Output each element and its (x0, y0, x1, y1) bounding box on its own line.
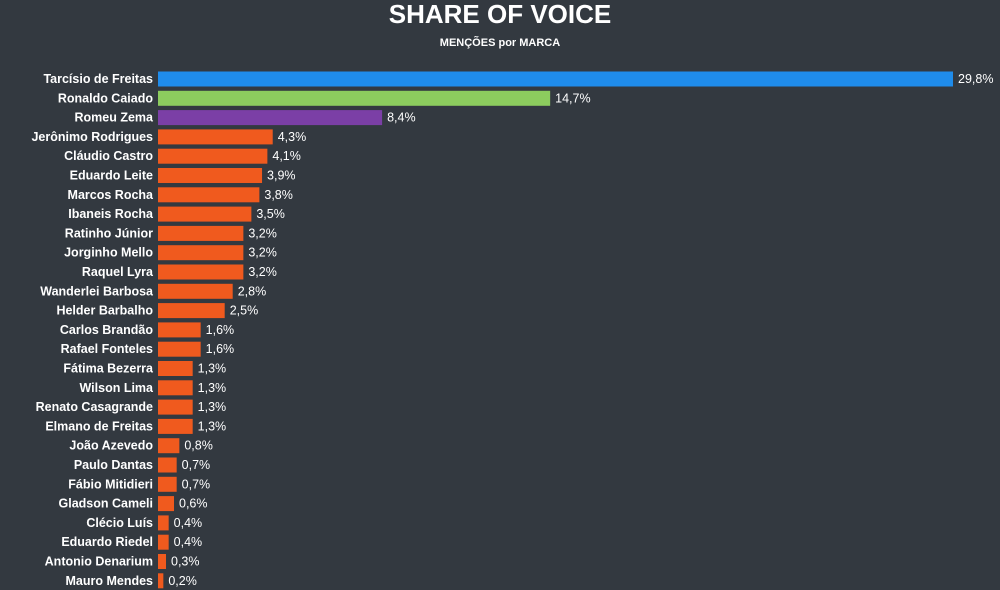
data-label: 1,6% (206, 323, 235, 337)
category-label: Marcos Rocha (68, 188, 154, 202)
category-label: Cláudio Castro (64, 149, 153, 163)
data-label: 0,4% (174, 535, 203, 549)
category-label: Jerônimo Rodrigues (31, 130, 153, 144)
category-label: Tarcísio de Freitas (43, 72, 153, 86)
data-label: 0,8% (184, 439, 213, 453)
bar[interactable] (158, 245, 244, 261)
data-label: 2,5% (230, 304, 259, 318)
bar[interactable] (158, 90, 551, 106)
data-label: 0,2% (168, 574, 197, 588)
data-label: 0,7% (182, 477, 211, 491)
category-label: Jorginho Mello (64, 246, 153, 260)
data-label: 4,3% (278, 130, 307, 144)
data-label: 0,3% (171, 555, 200, 569)
data-label: 3,5% (256, 207, 285, 221)
bar[interactable] (158, 148, 268, 164)
category-label: João Azevedo (69, 439, 153, 453)
data-label: 1,3% (198, 362, 227, 376)
category-label: Gladson Cameli (59, 497, 153, 511)
category-label: Antonio Denarium (45, 555, 153, 569)
data-label: 3,8% (264, 188, 293, 202)
bar[interactable] (158, 341, 201, 357)
data-label: 1,3% (198, 381, 227, 395)
bar[interactable] (158, 129, 273, 145)
bar[interactable] (158, 110, 383, 126)
data-label: 0,6% (179, 497, 208, 511)
category-label: Ronaldo Caiado (58, 91, 154, 105)
bar[interactable] (158, 418, 193, 434)
category-label: Carlos Brandão (60, 323, 153, 337)
bar[interactable] (158, 438, 180, 454)
category-label: Paulo Dantas (74, 458, 153, 472)
data-label: 1,3% (198, 419, 227, 433)
category-label: Elmano de Freitas (45, 419, 153, 433)
category-label: Raquel Lyra (82, 265, 154, 279)
category-label: Wanderlei Barbosa (40, 284, 154, 298)
bar[interactable] (158, 476, 177, 492)
bar[interactable] (158, 496, 175, 512)
category-label: Ibaneis Rocha (68, 207, 154, 221)
bars-layer: Tarcísio de Freitas 29,8% Ronaldo Caiado 14… (31, 71, 993, 589)
category-label: Fábio Mitidieri (68, 477, 153, 491)
bar[interactable] (158, 71, 953, 87)
bar[interactable] (158, 168, 263, 183)
bar[interactable] (158, 573, 164, 589)
data-label: 0,7% (182, 458, 211, 472)
bar[interactable] (158, 554, 167, 569)
category-label: Mauro Mendes (65, 574, 153, 588)
data-label: 2,8% (238, 284, 267, 298)
data-label: 14,7% (555, 91, 590, 105)
bar[interactable] (158, 515, 169, 531)
bar[interactable] (158, 322, 201, 338)
category-label: Clécio Luís (86, 516, 153, 530)
bar[interactable] (158, 380, 193, 396)
data-label: 4,1% (272, 149, 301, 163)
bar[interactable] (158, 264, 244, 280)
data-label: 3,9% (267, 169, 296, 183)
data-label: 3,2% (248, 265, 277, 279)
category-label: Rafael Fonteles (61, 342, 153, 356)
bar[interactable] (158, 283, 233, 299)
bar[interactable] (158, 206, 252, 222)
bar[interactable] (158, 399, 193, 415)
bar[interactable] (158, 303, 225, 319)
category-label: Helder Barbalho (56, 304, 153, 318)
data-label: 8,4% (387, 111, 416, 125)
category-label: Eduardo Leite (70, 169, 153, 183)
category-label: Romeu Zema (75, 111, 155, 125)
data-label: 1,6% (206, 342, 235, 356)
data-label: 0,4% (174, 516, 203, 530)
category-label: Wilson Lima (79, 381, 154, 395)
chart-subtitle: MENÇÕES por MARCA (439, 37, 561, 49)
bar[interactable] (158, 225, 244, 241)
data-label: 1,3% (198, 400, 227, 414)
category-label: Fátima Bezerra (63, 362, 154, 376)
category-label: Renato Casagrande (36, 400, 153, 414)
category-label: Eduardo Riedel (61, 535, 153, 549)
data-label: 3,2% (248, 226, 277, 240)
data-label: 29,8% (958, 72, 993, 86)
category-label: Ratinho Júnior (65, 226, 153, 240)
chart-title: SHARE OF VOICE (388, 0, 612, 29)
bar[interactable] (158, 457, 177, 473)
bar[interactable] (158, 534, 169, 550)
data-label: 3,2% (248, 246, 277, 260)
bar[interactable] (158, 187, 260, 203)
bar[interactable] (158, 361, 193, 376)
